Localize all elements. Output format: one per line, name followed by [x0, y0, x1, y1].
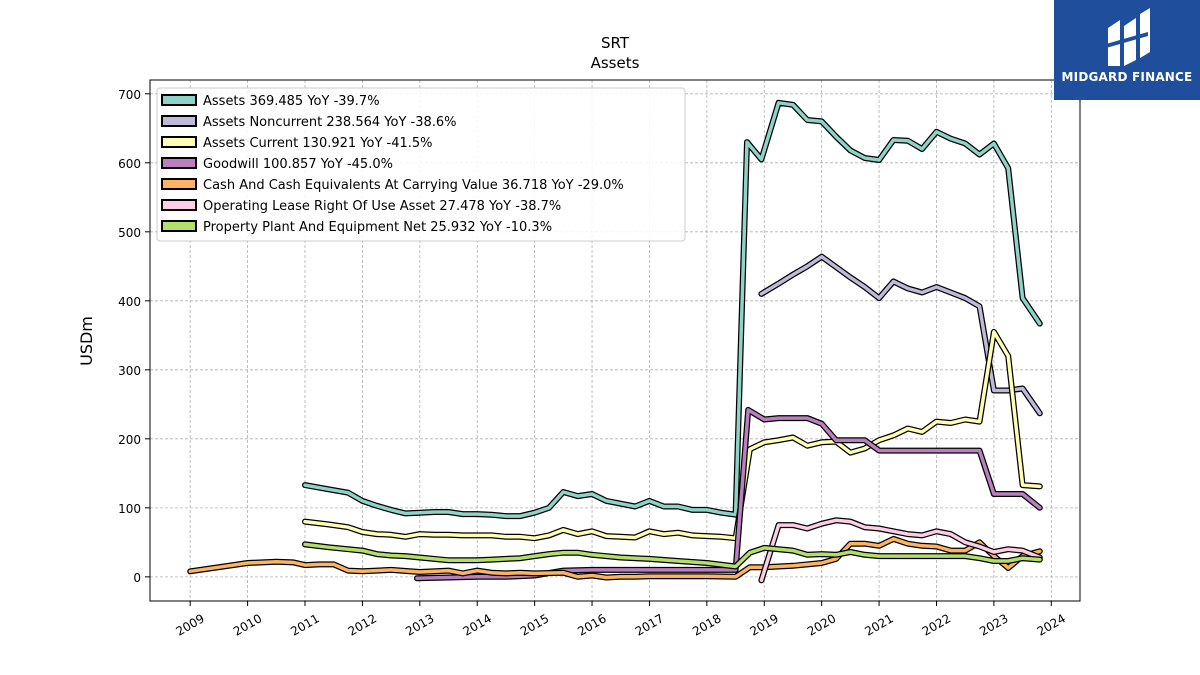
x-tick-label: 2024	[1035, 611, 1068, 638]
legend-label: Property Plant And Equipment Net 25.932 …	[203, 220, 552, 235]
logo-text: MIDGARD FINANCE	[1061, 70, 1193, 84]
plot-frame	[149, 79, 1081, 602]
x-tick-label: 2012	[346, 611, 379, 638]
series-stroke	[415, 408, 1042, 580]
legend-label: Assets Current 130.921 YoY -41.5%	[203, 136, 433, 151]
y-tick-label: 600	[118, 157, 141, 171]
series-line	[758, 517, 1043, 584]
legend: Assets 369.485 YoY -39.7% Assets Noncurre…	[156, 87, 686, 242]
y-tick-label: 100	[118, 502, 141, 516]
x-tick-label: 2009	[173, 611, 206, 638]
x-tick-label: 2022	[920, 611, 953, 638]
legend-swatch	[161, 157, 197, 169]
midgard-finance-logo: MIDGARD FINANCE	[1054, 0, 1200, 100]
x-tick-label: 2023	[977, 611, 1010, 638]
legend-swatch	[161, 199, 197, 211]
series-stroke	[303, 542, 1042, 569]
legend-item: Operating Lease Right Of Use Asset 27.47…	[161, 199, 561, 214]
series-outline	[413, 406, 1043, 582]
y-tick-label: 700	[118, 88, 141, 102]
logo-mark-icon	[1106, 8, 1150, 66]
y-axis: 0 100 200 300 400 500 600 700	[118, 88, 150, 585]
legend-item: Property Plant And Equipment Net 25.932 …	[161, 220, 552, 235]
legend-item: Assets Noncurrent 238.564 YoY -38.6%	[161, 115, 457, 130]
series-stroke	[188, 537, 1042, 580]
legend-label: Cash And Cash Equivalents At Carrying Va…	[203, 178, 624, 193]
x-tick-label: 2015	[518, 611, 551, 638]
x-tick-label: 2017	[633, 611, 666, 638]
series-stroke	[303, 330, 1042, 540]
x-tick-label: 2021	[862, 611, 895, 638]
series-stroke	[759, 254, 1042, 416]
y-axis-label: USDm	[77, 316, 96, 366]
legend-swatch	[161, 178, 197, 190]
x-tick-label: 2010	[231, 611, 264, 638]
x-tick-label: 2014	[460, 611, 493, 638]
legend-item: Goodwill 100.857 YoY -45.0%	[161, 157, 393, 172]
y-tick-label: 0	[133, 571, 141, 585]
legend-item: Assets 369.485 YoY -39.7%	[161, 94, 380, 109]
y-tick-label: 500	[118, 226, 141, 240]
legend-swatch	[161, 220, 197, 232]
y-tick-label: 300	[118, 364, 141, 378]
y-tick-label: 400	[118, 295, 141, 309]
legend-swatch	[161, 115, 197, 127]
x-tick-label: 2020	[805, 611, 838, 638]
x-tick-label: 2011	[288, 611, 321, 638]
legend-label: Assets 369.485 YoY -39.7%	[203, 94, 380, 109]
legend-item: Cash And Cash Equivalents At Carrying Va…	[161, 178, 624, 193]
legend-label: Assets Noncurrent 238.564 YoY -38.6%	[203, 115, 457, 130]
series-line	[758, 253, 1043, 417]
series-stroke	[759, 518, 1042, 583]
x-tick-label: 2016	[575, 611, 608, 638]
series-line	[302, 541, 1043, 570]
x-tick-label: 2013	[403, 611, 436, 638]
series-line	[413, 406, 1043, 582]
x-axis: 2009 2010 2011 2012 2013 2014 2015 2016 2017 2018…	[173, 601, 1068, 639]
legend-swatch	[161, 94, 197, 106]
legend-swatch	[161, 136, 197, 148]
legend-label: Operating Lease Right Of Use Asset 27.47…	[203, 199, 561, 214]
chart-subtitle: Assets	[591, 54, 640, 72]
series-line	[302, 99, 1043, 520]
x-tick-label: 2018	[690, 611, 723, 638]
legend-item: Assets Current 130.921 YoY -41.5%	[161, 136, 433, 151]
series-stroke	[303, 101, 1042, 518]
legend-box	[156, 87, 686, 242]
series-line	[302, 328, 1043, 542]
series-lines	[187, 99, 1043, 584]
x-tick-label: 2019	[748, 611, 781, 638]
series-line	[187, 535, 1043, 581]
chart-title: SRT	[601, 34, 630, 52]
y-tick-label: 200	[118, 433, 141, 447]
legend-label: Goodwill 100.857 YoY -45.0%	[203, 157, 393, 172]
